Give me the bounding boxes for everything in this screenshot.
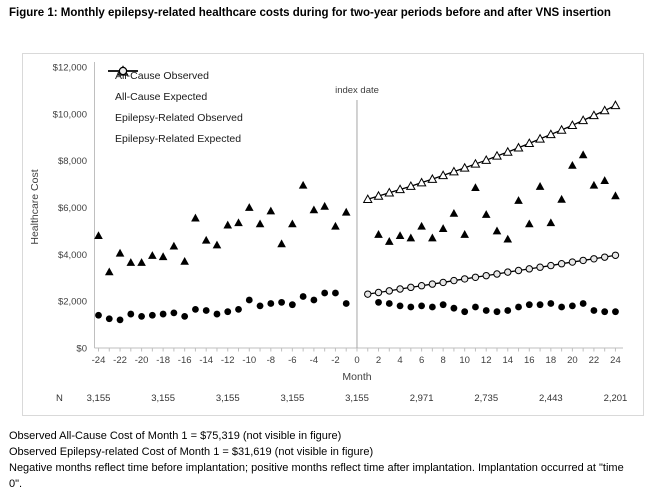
svg-text:2,735: 2,735 xyxy=(474,393,498,404)
svg-text:2: 2 xyxy=(376,355,381,366)
svg-text:22: 22 xyxy=(589,355,600,366)
svg-text:-6: -6 xyxy=(288,355,296,366)
legend-label: All-Cause Expected xyxy=(115,90,208,103)
svg-text:-20: -20 xyxy=(135,355,149,366)
svg-text:16: 16 xyxy=(524,355,535,366)
svg-text:$0: $0 xyxy=(76,344,87,355)
figure-footnotes: Observed All-Cause Cost of Month 1 = $75… xyxy=(9,429,631,493)
chart-plot-layer: -24 -22 -20 -18 -16 -14 -12 -10 -8 -6 -4 -2 0 2 4 6 8 10 1… xyxy=(53,62,628,404)
svg-text:0: 0 xyxy=(354,355,359,366)
svg-text:-2: -2 xyxy=(331,355,339,366)
svg-text:-12: -12 xyxy=(221,355,235,366)
svg-text:6: 6 xyxy=(419,355,424,366)
legend-label: All-Cause Observed xyxy=(115,69,209,82)
n-row-label: N xyxy=(56,393,63,404)
svg-text:18: 18 xyxy=(546,355,557,366)
svg-text:3,155: 3,155 xyxy=(216,393,240,404)
svg-text:$12,000: $12,000 xyxy=(53,63,87,74)
svg-text:8: 8 xyxy=(440,355,445,366)
figure-title: Figure 1: Monthly epilepsy-related healt… xyxy=(9,7,611,19)
svg-text:4: 4 xyxy=(397,355,402,366)
svg-text:3,155: 3,155 xyxy=(345,393,369,404)
legend-item-all-cause-expected: All-Cause Expected xyxy=(108,65,243,107)
footnote-line: Observed All-Cause Cost of Month 1 = $75… xyxy=(9,430,342,442)
svg-text:-18: -18 xyxy=(156,355,170,366)
svg-text:3,155: 3,155 xyxy=(280,393,304,404)
open-circle-line-icon xyxy=(108,66,138,76)
svg-text:14: 14 xyxy=(502,355,513,366)
y-axis-title: Healthcare Cost xyxy=(29,169,41,244)
svg-text:24: 24 xyxy=(610,355,621,366)
footnote-line: Observed Epilepsy-related Cost of Month … xyxy=(9,445,374,458)
svg-text:$10,000: $10,000 xyxy=(53,109,87,120)
svg-text:-8: -8 xyxy=(267,355,275,366)
svg-text:20: 20 xyxy=(567,355,578,366)
svg-text:12: 12 xyxy=(481,355,492,366)
chart-svg: -24 -22 -20 -18 -16 -14 -12 -10 -8 -6 -4 -2 0 2 4 6 8 10 1… xyxy=(29,62,628,404)
x-axis-title: Month xyxy=(342,371,371,383)
svg-text:3,155: 3,155 xyxy=(87,393,111,404)
svg-text:$8,000: $8,000 xyxy=(58,156,87,167)
svg-text:$6,000: $6,000 xyxy=(58,203,87,214)
svg-text:-22: -22 xyxy=(113,355,127,366)
legend-label: Epilepsy-Related Expected xyxy=(115,132,242,145)
svg-text:2,201: 2,201 xyxy=(604,393,628,404)
legend-item-epilepsy-expected: Epilepsy-Related Expected xyxy=(108,66,243,149)
index-date-label: index date xyxy=(335,85,379,96)
svg-text:-24: -24 xyxy=(92,355,106,366)
svg-text:-10: -10 xyxy=(242,355,256,366)
svg-text:-16: -16 xyxy=(178,355,192,366)
chart-area: -24 -22 -20 -18 -16 -14 -12 -10 -8 -6 -4 -2 0 2 4 6 8 10 1… xyxy=(22,53,644,416)
legend-label: Epilepsy-Related Observed xyxy=(115,111,243,124)
chart-legend: All-Cause Observed All-Cause Expected Ep… xyxy=(108,65,243,149)
legend-item-epilepsy-observed: Epilepsy-Related Observed xyxy=(108,67,243,128)
svg-text:-14: -14 xyxy=(199,355,213,366)
svg-text:3,155: 3,155 xyxy=(151,393,175,404)
svg-text:-4: -4 xyxy=(310,355,318,366)
svg-text:2,443: 2,443 xyxy=(539,393,563,404)
svg-text:$2,000: $2,000 xyxy=(58,297,87,308)
svg-text:$4,000: $4,000 xyxy=(58,250,87,261)
footnote-line: Negative months reflect time before impl… xyxy=(9,461,624,490)
svg-text:10: 10 xyxy=(459,355,470,366)
svg-text:2,971: 2,971 xyxy=(410,393,434,404)
